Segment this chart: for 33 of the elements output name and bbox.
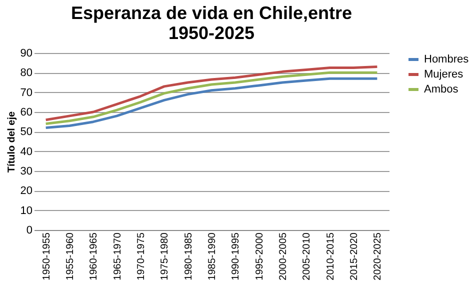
x-tick-label: 2020-2025 [372,232,384,280]
legend-label: Mujeres [424,68,464,80]
x-tick-label: 2015-2020 [349,232,360,280]
x-tick-label: 2000-2005 [278,232,289,280]
y-tick-label: 60 [20,106,32,118]
y-tick-label: 40 [20,146,32,158]
y-tick-label: 30 [20,166,32,178]
y-tick-label: 50 [20,126,32,138]
y-tick-label: 10 [20,204,32,217]
x-tick-label: 1980-1985 [183,232,194,280]
y-tick-label: 20 [20,185,32,198]
x-tick-label: 1985-1990 [207,232,218,280]
legend-label: Hombres [424,54,470,66]
x-tick-label: 1950-1955 [41,232,52,280]
y-tick-label: 70 [20,86,32,99]
chart-title: Esperanza de vida en Chile,entre 1950-2025 [70,3,352,43]
x-tick-label: 2005-2010 [302,232,313,280]
line-series [44,77,378,129]
legend-label: Ambos [424,84,459,96]
y-tick-label: 0 [26,224,32,236]
x-tick-label: 1960-1965 [88,232,100,280]
x-tick-label: 1965-1970 [112,232,124,280]
x-tick-label: 1970-1975 [136,232,147,280]
line-series [44,71,378,126]
y-tick-label: 80 [20,67,32,80]
x-tick-label: 1990-1995 [230,232,242,280]
x-tick-label: 1955-1960 [65,232,76,280]
x-tick-label: 1995-2000 [254,232,266,280]
line-series [44,66,378,122]
y-tick-label: 90 [20,48,32,60]
x-tick-label: 2010-2015 [325,232,336,280]
x-tick-label: 1975-1980 [160,232,171,280]
y-axis-title: Título del eje [6,111,18,173]
